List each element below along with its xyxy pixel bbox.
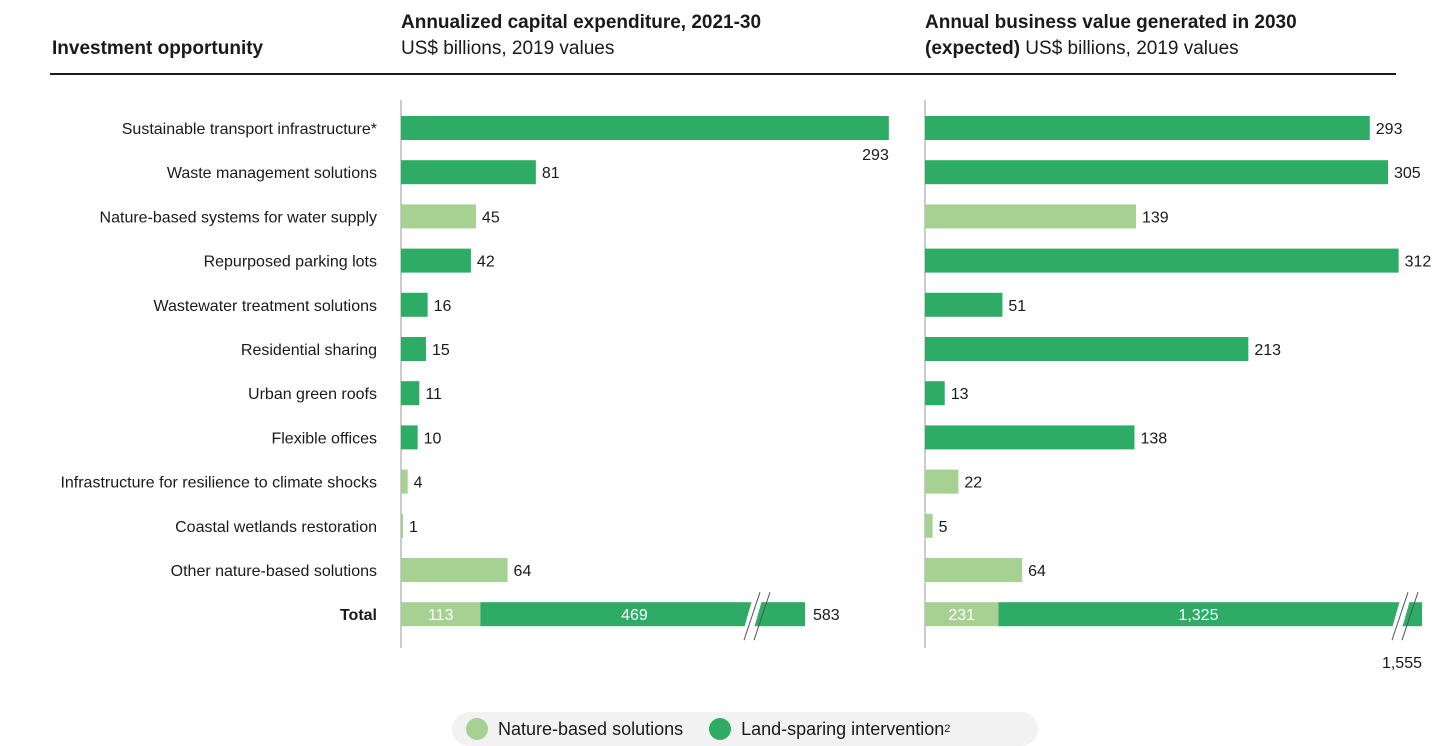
right-panel-title: Annual business value generated in 2030 … [925,10,1297,62]
legend-swatch-nature [466,718,488,740]
left-value-label-5: 15 [432,342,450,359]
category-label-10: Other nature-based solutions [171,563,377,580]
legend-footnote-marker: 2 [944,723,951,735]
left-panel-title-text: Annualized capital expenditure, 2021-30 [401,12,762,33]
right-bar-7 [925,425,1135,450]
left-total-value-label: 583 [813,607,840,624]
legend-item-landsparing: Land-sparing intervention 2 [709,718,950,740]
right-total-label-landsparing: 1,325 [1178,607,1218,624]
left-bar-8 [401,469,408,494]
left-value-label-1: 81 [542,165,560,182]
legend-swatch-landsparing [709,718,732,740]
right-value-label-9: 5 [939,519,948,536]
left-value-label-4: 16 [434,298,452,315]
category-label-5: Residential sharing [241,342,377,359]
left-break-line-b [753,592,771,641]
left-value-label-8: 4 [414,475,423,492]
left-bar-5 [401,337,426,361]
right-value-label-5: 213 [1254,342,1281,359]
left-bar-9 [401,513,403,538]
right-panel-subtitle: US$ billions, 2019 values [1020,38,1239,59]
right-value-label-7: 138 [1140,430,1167,447]
left-bar-0 [401,116,889,140]
category-label-0: Sustainable transport infrastructure* [122,121,377,138]
right-break-line-a [1391,592,1409,641]
left-total-label-landsparing: 469 [621,607,648,624]
legend-item-nature: Nature-based solutions [466,718,683,740]
left-value-label-2: 45 [482,209,500,226]
right-value-label-10: 64 [1028,563,1046,580]
category-label-total: Total [340,607,377,624]
right-value-label-4: 51 [1008,298,1026,315]
left-bar-7 [401,425,418,450]
left-bar-1 [401,160,536,185]
right-total-value-label: 1,555 [1382,655,1422,672]
left-panel-subtitle: US$ billions, 2019 values [401,38,615,59]
right-bar-8 [925,469,959,494]
right-bar-0 [925,116,1370,140]
right-bar-9 [925,513,933,538]
right-panel-title-bold: (expected) [925,38,1021,59]
right-bar-6 [925,381,945,406]
right-value-label-1: 305 [1394,165,1421,182]
right-bar-10 [925,558,1023,582]
left-value-label-3: 42 [477,254,495,271]
right-total-bar-nature [925,602,999,627]
left-value-label-6: 11 [425,386,442,403]
right-break-line-b [1401,592,1419,641]
left-total-bar-nature [401,602,481,627]
category-label-4: Wastewater treatment solutions [154,298,378,315]
right-bar-1 [925,160,1388,185]
right-panel-title-text: Annual business value generated in 2030 [925,12,1297,33]
category-label-8: Infrastructure for resilience to climate… [60,475,377,492]
left-value-label-0: 293 [862,147,889,164]
left-value-label-9: 1 [409,519,418,536]
right-bar-2 [925,204,1137,229]
right-value-label-3: 312 [1405,254,1432,271]
category-label-1: Waste management solutions [167,165,377,182]
right-value-label-0: 293 [1376,121,1403,138]
left-total-label-nature: 113 [428,607,454,624]
legend-label-landsparing: Land-sparing intervention [741,718,945,739]
left-value-label-10: 64 [514,563,532,580]
left-break-line-a [743,592,761,641]
right-total-label-nature: 231 [948,607,975,624]
column-header-investment: Investment opportunity [52,38,264,59]
category-label-6: Urban green roofs [248,386,377,403]
category-label-9: Coastal wetlands restoration [175,519,377,536]
legend: Nature-based solutions Land-sparing inte… [452,712,1038,746]
right-bar-5 [925,337,1249,361]
left-value-label-7: 10 [424,430,442,447]
category-label-3: Repurposed parking lots [204,254,377,271]
left-bar-10 [401,558,508,582]
legend-label-nature: Nature-based solutions [498,718,684,739]
right-value-label-2: 139 [1142,209,1169,226]
left-panel-title: Annualized capital expenditure, 2021-30 … [401,10,761,62]
right-value-label-6: 13 [951,386,969,403]
category-label-2: Nature-based systems for water supply [100,209,377,226]
category-label-7: Flexible offices [271,430,377,447]
left-bar-3 [401,248,471,273]
right-bar-3 [925,248,1399,273]
right-total-bar-landsparing [998,602,1422,627]
right-bar-4 [925,292,1003,317]
left-bar-4 [401,292,428,317]
left-bar-2 [401,204,476,229]
right-value-label-8: 22 [964,475,982,492]
left-bar-6 [401,381,420,406]
